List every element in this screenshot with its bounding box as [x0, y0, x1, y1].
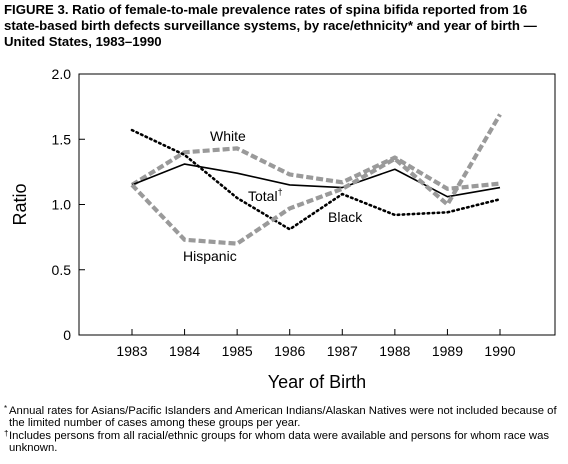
footnote-mark: † — [4, 429, 9, 438]
x-tick-label: 1985 — [222, 343, 253, 359]
footnotes: * Annual rates for Asians/Pacific Islande… — [4, 404, 564, 455]
y-ticks: 0 0.5 1.0 1.5 2.0 — [52, 66, 85, 343]
series-labels: White Total† Black Hispanic — [183, 128, 363, 264]
x-tick-label: 1983 — [116, 343, 147, 359]
footnote-text: Annual rates for Asians/Pacific Islander… — [9, 405, 557, 429]
x-tick-label: 1989 — [432, 343, 463, 359]
line-chart: 00.51.01.52.0 1983 1984 1985 1986 1987 1988 19… — [10, 66, 556, 392]
y-tick-label: 2.0 — [52, 66, 72, 82]
x-axis-label: Year of Birth — [268, 372, 366, 392]
x-tick-label: 1990 — [484, 343, 515, 359]
y-tick-label: 0 — [63, 327, 71, 343]
x-tick-label: 1988 — [379, 343, 410, 359]
footnote-mark: * — [4, 404, 8, 413]
y-axis-label: Ratio — [10, 183, 30, 225]
series-label-hispanic: Hispanic — [183, 248, 237, 264]
series-label-black: Black — [328, 209, 363, 225]
series-label-mark: † — [278, 187, 283, 197]
x-tick-label: 1987 — [327, 343, 358, 359]
series-line-white — [130, 146, 501, 191]
y-tick-label: 1.0 — [52, 197, 72, 213]
footnote-2: † Includes persons from all racial/ethnic… — [4, 429, 564, 454]
x-tick-label: 1986 — [274, 343, 305, 359]
figure-title: FIGURE 3. Ratio of female-to-male preval… — [4, 2, 537, 49]
series-label-total: Total† — [248, 187, 283, 204]
footnote-text: Includes persons from all racial/ethnic … — [9, 430, 550, 454]
footnote-1: * Annual rates for Asians/Pacific Islande… — [4, 404, 564, 429]
series-label-white: White — [210, 128, 246, 144]
y-tick-label: 1.5 — [52, 131, 72, 147]
series-lines — [130, 113, 502, 246]
x-ticks: 1983 1984 1985 1986 1987 1988 1989 1990 — [116, 329, 516, 359]
y-tick-label: 0.5 — [52, 262, 72, 278]
series-line-hispanic — [130, 113, 502, 246]
series-line-black — [130, 128, 502, 231]
x-tick-label: 1984 — [169, 343, 200, 359]
series-line-total — [131, 163, 501, 198]
